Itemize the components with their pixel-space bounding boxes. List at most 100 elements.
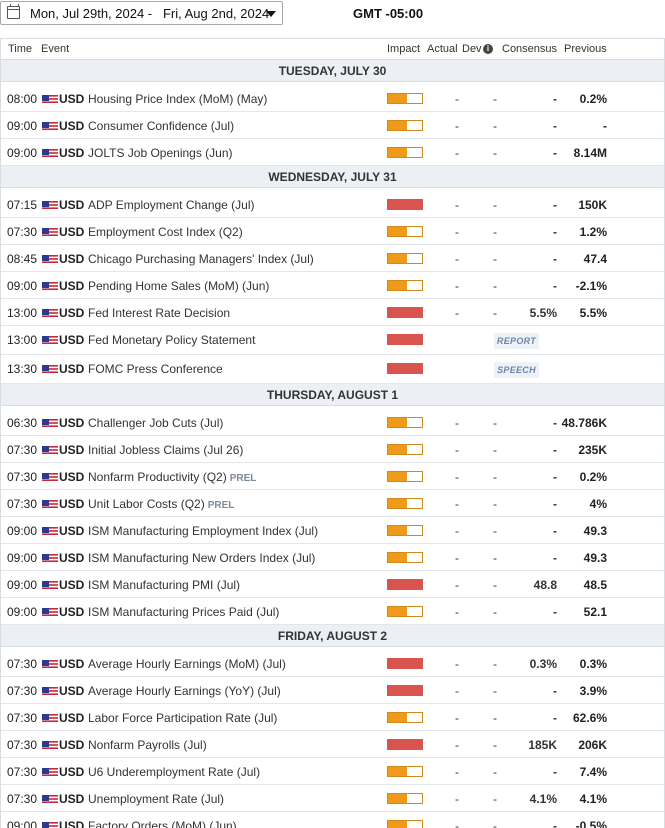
- event-row[interactable]: 07:30 USD Initial Jobless Claims (Jul 26) -…: [1, 436, 664, 463]
- currency-code: USD: [59, 362, 85, 376]
- event-title[interactable]: ISM Manufacturing Prices Paid (Jul): [88, 605, 280, 619]
- event-row[interactable]: 13:00 USD Fed Interest Rate Decision - - 5.5%…: [1, 299, 664, 326]
- event-row[interactable]: 09:00 USD ISM Manufacturing New Orders Ind…: [1, 544, 664, 571]
- event-title[interactable]: Unemployment Rate (Jul): [88, 792, 225, 806]
- event-row[interactable]: 07:30 USD Average Hourly Earnings (YoY) (J…: [1, 677, 664, 704]
- event-title[interactable]: ISM Manufacturing PMI (Jul): [88, 578, 241, 592]
- event-title[interactable]: Factory Orders (MoM) (Jun): [88, 819, 237, 828]
- timezone-label[interactable]: GMT -05:00: [353, 6, 424, 21]
- event-row[interactable]: 09:00 USD ISM Manufacturing PMI (Jul) - - 48.…: [1, 571, 664, 598]
- day-header: FRIDAY, AUGUST 2: [1, 625, 664, 647]
- impact-medium-indicator: [387, 712, 423, 723]
- event-name[interactable]: JOLTS Job Openings (Jun): [88, 146, 233, 160]
- event-title[interactable]: Labor Force Participation Rate (Jul): [88, 711, 278, 725]
- consensus-value: -: [553, 497, 557, 511]
- date-range-picker[interactable]: Mon, Jul 29th, 2024 - Fri, Aug 2nd, 2024: [0, 1, 283, 25]
- event-name[interactable]: Challenger Job Cuts (Jul): [88, 416, 223, 430]
- us-flag-icon: [42, 820, 58, 828]
- event-row[interactable]: 13:00 USD Fed Monetary Policy Statement REP…: [1, 326, 664, 355]
- info-icon[interactable]: i: [483, 44, 493, 54]
- event-name[interactable]: ISM Manufacturing PMI (Jul): [88, 578, 240, 592]
- event-name[interactable]: Pending Home Sales (MoM) (Jun): [88, 279, 269, 293]
- event-name[interactable]: Factory Orders (MoM) (Jun): [88, 819, 237, 828]
- event-row[interactable]: 06:30 USD Challenger Job Cuts (Jul) - - -48.7…: [1, 409, 664, 436]
- consensus-value: -: [553, 198, 557, 212]
- event-row[interactable]: 08:45 USD Chicago Purchasing Managers' Ind…: [1, 245, 664, 272]
- event-name[interactable]: Unit Labor Costs (Q2) PREL: [88, 497, 234, 511]
- us-flag-icon: [42, 471, 58, 482]
- event-row[interactable]: 07:30 USD Nonfarm Payrolls (Jul) - - 185K 206K: [1, 731, 664, 758]
- event-name[interactable]: Labor Force Participation Rate (Jul): [88, 711, 277, 725]
- event-name[interactable]: Average Hourly Earnings (MoM) (Jul): [88, 657, 286, 671]
- event-row[interactable]: 09:00 USD ISM Manufacturing Employment Ind…: [1, 517, 664, 544]
- event-title[interactable]: Challenger Job Cuts (Jul): [88, 416, 224, 430]
- currency-code: USD: [59, 333, 85, 347]
- event-name[interactable]: Employment Cost Index (Q2): [88, 225, 243, 239]
- report-tag[interactable]: REPORT: [494, 333, 539, 349]
- us-flag-icon: [42, 685, 58, 696]
- event-row[interactable]: 07:15 USD ADP Employment Change (Jul) - - - 15…: [1, 191, 664, 218]
- event-title[interactable]: ISM Manufacturing Employment Index (Jul): [88, 524, 319, 538]
- event-name[interactable]: U6 Underemployment Rate (Jul): [88, 765, 260, 779]
- event-row[interactable]: 08:00 USD Housing Price Index (MoM) (May) -…: [1, 85, 664, 112]
- event-row[interactable]: 09:00 USD Factory Orders (MoM) (Jun) - - - -0.…: [1, 812, 664, 828]
- event-row[interactable]: 07:30 USD Nonfarm Productivity (Q2) PREL - - -…: [1, 463, 664, 490]
- previous-value: -2.1%: [575, 279, 607, 293]
- event-title[interactable]: Nonfarm Payrolls (Jul): [88, 738, 207, 752]
- event-row[interactable]: 07:30 USD Labor Force Participation Rate (…: [1, 704, 664, 731]
- event-title[interactable]: U6 Underemployment Rate (Jul): [88, 765, 261, 779]
- event-name[interactable]: ISM Manufacturing Prices Paid (Jul): [88, 605, 279, 619]
- event-row[interactable]: 07:30 USD Average Hourly Earnings (MoM) (J…: [1, 650, 664, 677]
- event-row[interactable]: 07:30 USD Unit Labor Costs (Q2) PREL - - - 4%: [1, 490, 664, 517]
- event-name[interactable]: Fed Interest Rate Decision: [88, 306, 230, 320]
- actual-value: -: [455, 684, 459, 698]
- event-title[interactable]: ISM Manufacturing New Orders Index (Jul): [88, 551, 316, 565]
- consensus-value: -: [553, 92, 557, 106]
- event-name[interactable]: Chicago Purchasing Managers' Index (Jul): [88, 252, 314, 266]
- event-name[interactable]: FOMC Press Conference: [88, 362, 223, 376]
- actual-value: -: [455, 225, 459, 239]
- event-title[interactable]: Employment Cost Index (Q2): [88, 225, 243, 239]
- event-title[interactable]: Housing Price Index (MoM) (May): [88, 92, 268, 106]
- event-row[interactable]: 07:30 USD Employment Cost Index (Q2) - - - 1.2…: [1, 218, 664, 245]
- event-name[interactable]: Unemployment Rate (Jul): [88, 792, 224, 806]
- event-title[interactable]: Unit Labor Costs (Q2): [88, 497, 205, 511]
- event-name[interactable]: Consumer Confidence (Jul): [88, 119, 234, 133]
- event-name[interactable]: Housing Price Index (MoM) (May): [88, 92, 267, 106]
- event-name[interactable]: Average Hourly Earnings (YoY) (Jul): [88, 684, 281, 698]
- event-name[interactable]: ISM Manufacturing Employment Index (Jul): [88, 524, 318, 538]
- chevron-down-icon[interactable]: [266, 11, 276, 17]
- event-row[interactable]: 09:00 USD JOLTS Job Openings (Jun) - - - 8.14M: [1, 139, 664, 166]
- event-name[interactable]: ADP Employment Change (Jul): [88, 198, 255, 212]
- event-row[interactable]: 07:30 USD U6 Underemployment Rate (Jul) - - -…: [1, 758, 664, 785]
- event-name[interactable]: ISM Manufacturing New Orders Index (Jul): [88, 551, 315, 565]
- event-title[interactable]: Initial Jobless Claims (Jul 26): [88, 443, 244, 457]
- event-title[interactable]: ADP Employment Change (Jul): [88, 198, 255, 212]
- event-title[interactable]: Fed Interest Rate Decision: [88, 306, 231, 320]
- event-title[interactable]: Pending Home Sales (MoM) (Jun): [88, 279, 270, 293]
- consensus-value: -: [553, 119, 557, 133]
- event-name[interactable]: Nonfarm Productivity (Q2) PREL: [88, 470, 256, 484]
- event-name[interactable]: Initial Jobless Claims (Jul 26): [88, 443, 243, 457]
- event-row[interactable]: 09:00 USD Pending Home Sales (MoM) (Jun) - -…: [1, 272, 664, 299]
- impact-high-indicator: [387, 739, 423, 750]
- actual-value: -: [455, 92, 459, 106]
- event-title[interactable]: Average Hourly Earnings (YoY) (Jul): [88, 684, 281, 698]
- event-name[interactable]: Nonfarm Payrolls (Jul): [88, 738, 207, 752]
- deviation-value: -: [493, 146, 497, 160]
- event-row[interactable]: 13:30 USD FOMC Press Conference SPEECH: [1, 355, 664, 384]
- impact-high-indicator: [387, 199, 423, 210]
- event-title[interactable]: Nonfarm Productivity (Q2): [88, 470, 227, 484]
- event-title[interactable]: FOMC Press Conference: [88, 362, 223, 376]
- event-title[interactable]: Chicago Purchasing Managers' Index (Jul): [88, 252, 314, 266]
- speech-tag[interactable]: SPEECH: [494, 362, 539, 378]
- event-row[interactable]: 07:30 USD Unemployment Rate (Jul) - - 4.1% 4.1…: [1, 785, 664, 812]
- impact-medium-indicator: [387, 606, 423, 617]
- event-name[interactable]: Fed Monetary Policy Statement: [88, 333, 255, 347]
- event-title[interactable]: JOLTS Job Openings (Jun): [88, 146, 233, 160]
- event-title[interactable]: Average Hourly Earnings (MoM) (Jul): [88, 657, 286, 671]
- event-title[interactable]: Fed Monetary Policy Statement: [88, 333, 256, 347]
- event-row[interactable]: 09:00 USD Consumer Confidence (Jul) - - - -: [1, 112, 664, 139]
- event-title[interactable]: Consumer Confidence (Jul): [88, 119, 235, 133]
- event-row[interactable]: 09:00 USD ISM Manufacturing Prices Paid (J…: [1, 598, 664, 625]
